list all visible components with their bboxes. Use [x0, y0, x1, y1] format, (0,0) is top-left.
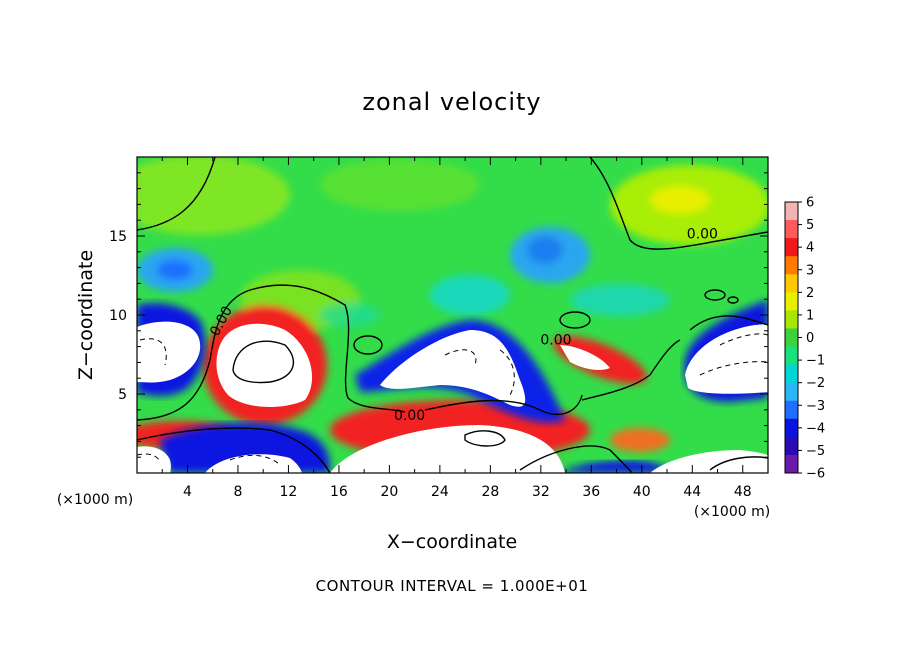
x-tick-label: 12	[280, 484, 298, 500]
contour-labels: 0.000.000.000.00	[207, 226, 718, 424]
x-tick-label: 20	[380, 484, 398, 500]
x-tick-label: 48	[734, 484, 752, 500]
colorbar-tick-label: −6	[806, 467, 825, 482]
x-unit-label-left: (×1000 m)	[57, 492, 133, 508]
colorbar-segment	[785, 382, 798, 402]
contour-label: 0.00	[394, 408, 425, 424]
colorbar-segment	[785, 202, 798, 221]
x-axis-ticks: 4 8 12 16 20 24 28 32 36 40 44 48	[161, 157, 752, 500]
colorbar-segment	[785, 436, 798, 456]
x-tick-label: 44	[683, 484, 701, 500]
y-axis-title: Z−coordinate	[75, 250, 97, 380]
colorbar-tick-label: 1	[806, 308, 814, 323]
colorbar-segment	[785, 364, 798, 384]
chart-title: zonal velocity	[362, 88, 542, 116]
velocity-field	[137, 157, 768, 473]
y-tick-label: 10	[109, 308, 127, 324]
contour-interval-note: CONTOUR INTERVAL = 1.000E+01	[315, 577, 589, 595]
colorbar-tick-label: −1	[806, 354, 825, 369]
contour-label: 0.00	[540, 332, 571, 348]
colorbar-segment	[785, 256, 798, 275]
x-tick-label: 16	[330, 484, 348, 500]
colorbar-tick-label: 4	[806, 241, 814, 256]
y-axis-ticks: 5 10 15	[109, 172, 768, 458]
colorbar-tick-label: −5	[806, 444, 825, 459]
x-unit-label-right: (×1000 m)	[694, 504, 770, 520]
colorbar-tick-label: −2	[806, 376, 825, 391]
colorbar-tick-label: 2	[806, 286, 814, 301]
x-tick-label: 32	[532, 484, 550, 500]
colorbar-segment	[785, 418, 798, 438]
colorbar-tick-label: 6	[806, 196, 814, 211]
colorbar-segment	[785, 328, 798, 348]
colorbar-segment	[785, 400, 798, 420]
colorbar-frame	[784, 201, 799, 474]
contour-label: 0.00	[687, 226, 718, 242]
colorbar-segment	[785, 238, 798, 257]
x-tick-label: 8	[233, 484, 242, 500]
x-tick-label: 40	[633, 484, 651, 500]
colorbar-tick-label: 0	[806, 331, 814, 346]
x-tick-label: 4	[183, 484, 192, 500]
colorbar-tick-label: −3	[806, 399, 825, 414]
colorbar-segment	[785, 346, 798, 366]
colorbar-segment	[785, 454, 798, 474]
colorbar-tick-label: 5	[806, 218, 814, 233]
x-tick-label: 28	[481, 484, 499, 500]
colorbar-segment	[785, 292, 798, 311]
x-tick-label: 36	[582, 484, 600, 500]
x-tick-label: 24	[431, 484, 449, 500]
colorbar-tick-label: −4	[806, 421, 825, 436]
colorbar-segment	[785, 274, 798, 293]
x-axis-title: X−coordinate	[387, 531, 517, 553]
colorbar-segment	[785, 220, 798, 239]
colorbar	[785, 202, 798, 474]
colorbar-labels: 6 5 4 3 2 1 0 −1 −2 −3 −4 −5 −6	[798, 196, 825, 482]
y-tick-label: 15	[109, 229, 127, 245]
colorbar-tick-label: 3	[806, 263, 814, 278]
colorbar-segment	[785, 310, 798, 329]
y-tick-label: 5	[118, 387, 127, 403]
